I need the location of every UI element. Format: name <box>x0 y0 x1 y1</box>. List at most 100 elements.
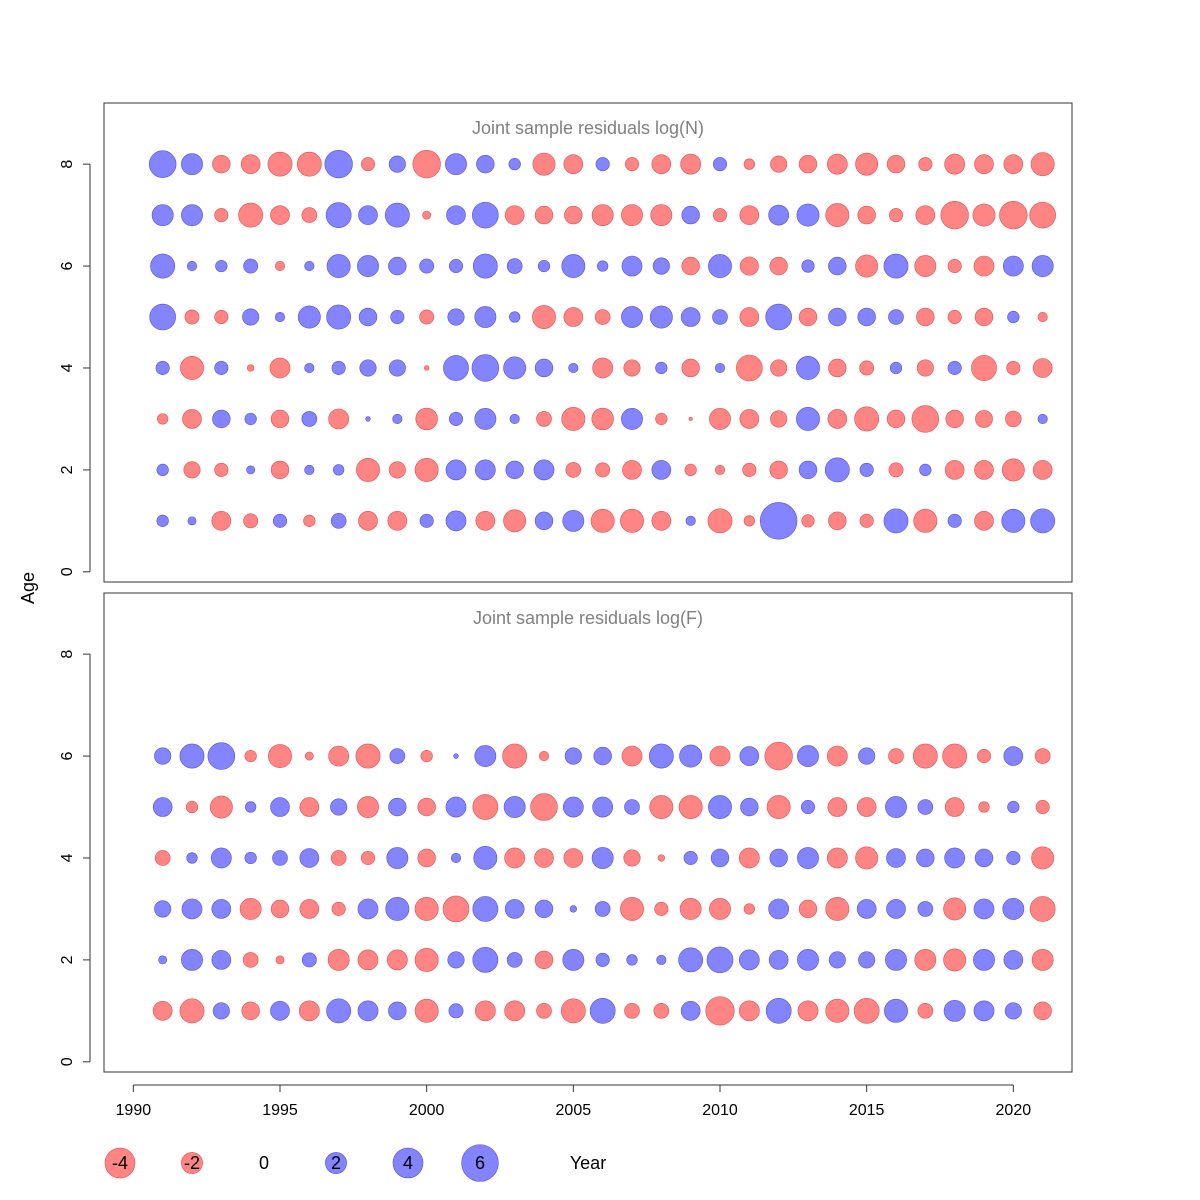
residual-bubble <box>359 359 377 377</box>
residual-bubble <box>944 460 965 480</box>
residual-bubble <box>207 742 236 770</box>
residual-bubble <box>656 954 667 965</box>
residual-bubble <box>655 412 668 426</box>
residual-bubble <box>388 1001 407 1021</box>
residual-bubble <box>533 459 555 481</box>
y-tick-label: 6 <box>59 262 76 271</box>
residual-bubble <box>859 462 874 477</box>
residual-bubble <box>592 357 614 379</box>
residual-bubble <box>149 303 176 331</box>
x-tick-label: 2005 <box>556 1102 592 1119</box>
residual-bubble <box>328 745 350 767</box>
residual-bubble <box>412 150 441 179</box>
residual-bubble <box>471 354 500 382</box>
legend-item: 0 <box>259 1153 269 1173</box>
residual-bubble <box>708 254 732 278</box>
residual-bubble <box>472 947 499 973</box>
residual-bubble <box>183 461 201 479</box>
residual-bubble <box>355 743 381 769</box>
residual-bubble <box>296 151 322 177</box>
residual-bubble <box>884 998 908 1023</box>
residual-bubble <box>1032 358 1053 378</box>
residual-bubble <box>186 261 198 272</box>
residual-bubble <box>768 204 790 226</box>
residual-bubble <box>855 254 879 278</box>
bubbles <box>148 150 1056 540</box>
residual-bubble <box>1002 898 1025 920</box>
residual-bubble <box>414 998 439 1023</box>
residual-bubble <box>685 515 696 526</box>
residual-bubble <box>918 157 933 172</box>
residual-bubble <box>472 794 499 820</box>
residual-bubble <box>886 154 906 174</box>
residual-bubble <box>912 743 938 769</box>
residual-bubble <box>390 310 405 325</box>
residual-bubble <box>298 1000 320 1022</box>
residual-bubble <box>563 307 584 327</box>
residual-bubble <box>681 256 700 276</box>
residual-bubble <box>450 852 462 864</box>
residual-bubble <box>797 948 819 971</box>
residual-bubble <box>649 795 674 819</box>
residual-bubble <box>442 895 470 923</box>
residual-bubble <box>801 259 815 273</box>
residual-bubble <box>706 946 734 974</box>
residual-bubble <box>825 203 850 228</box>
residual-bubble <box>827 797 848 817</box>
residual-bubble <box>392 413 403 424</box>
residual-bubble <box>943 897 967 921</box>
residual-bubble <box>272 850 288 866</box>
residual-bubble <box>357 796 379 818</box>
residual-bubble <box>325 202 352 228</box>
residual-bubble <box>387 511 408 531</box>
residual-bubble <box>534 899 554 919</box>
residual-bubble <box>681 205 700 225</box>
residual-bubble <box>973 1000 995 1022</box>
residual-bubble <box>448 259 464 274</box>
residual-bubble <box>1006 360 1021 375</box>
residual-bubble <box>1006 850 1021 865</box>
legend-item: 6 <box>461 1144 499 1182</box>
legend-bubble <box>181 1152 203 1174</box>
residual-bubble <box>1002 255 1024 277</box>
residual-bubble <box>947 513 962 528</box>
residual-bubble <box>269 357 291 379</box>
residual-bubble <box>855 152 879 176</box>
residual-bubble <box>853 998 880 1024</box>
legend-bubble <box>104 1147 136 1179</box>
residual-bubble <box>801 514 815 528</box>
residual-bubble <box>297 305 321 329</box>
residual-bubble <box>1031 948 1054 971</box>
residual-bubble <box>769 256 788 276</box>
residual-bubble <box>474 306 497 328</box>
residual-bubble <box>358 205 378 225</box>
residual-bubble <box>247 364 255 372</box>
residual-bubble <box>417 848 436 868</box>
residual-bubble <box>680 1001 701 1021</box>
residual-bubble <box>999 200 1028 230</box>
residual-bubble <box>739 205 760 225</box>
residual-bubble <box>185 800 199 814</box>
x-tick-label: 2010 <box>702 1102 738 1119</box>
legend-bubble <box>325 1152 347 1174</box>
residual-bubble <box>1031 846 1055 870</box>
residual-bubble <box>304 464 315 475</box>
residual-bubble <box>179 743 205 769</box>
residual-bubble <box>243 513 259 529</box>
residual-bubble <box>331 360 346 375</box>
residual-bubble <box>537 259 551 273</box>
residual-bubble <box>858 951 876 969</box>
residual-bubble <box>358 307 378 327</box>
residual-bubble <box>712 208 728 223</box>
residual-bubble <box>158 955 168 965</box>
residual-bubble <box>623 849 641 867</box>
residual-bubble <box>245 801 257 813</box>
legend-item: 2 <box>325 1152 347 1174</box>
legend-label: 6 <box>475 1153 485 1173</box>
residual-bubble <box>324 150 353 179</box>
residual-bubble <box>973 255 995 277</box>
residual-bubble <box>423 365 430 371</box>
residual-bubble <box>270 1001 290 1021</box>
residual-bubble <box>1001 508 1026 533</box>
